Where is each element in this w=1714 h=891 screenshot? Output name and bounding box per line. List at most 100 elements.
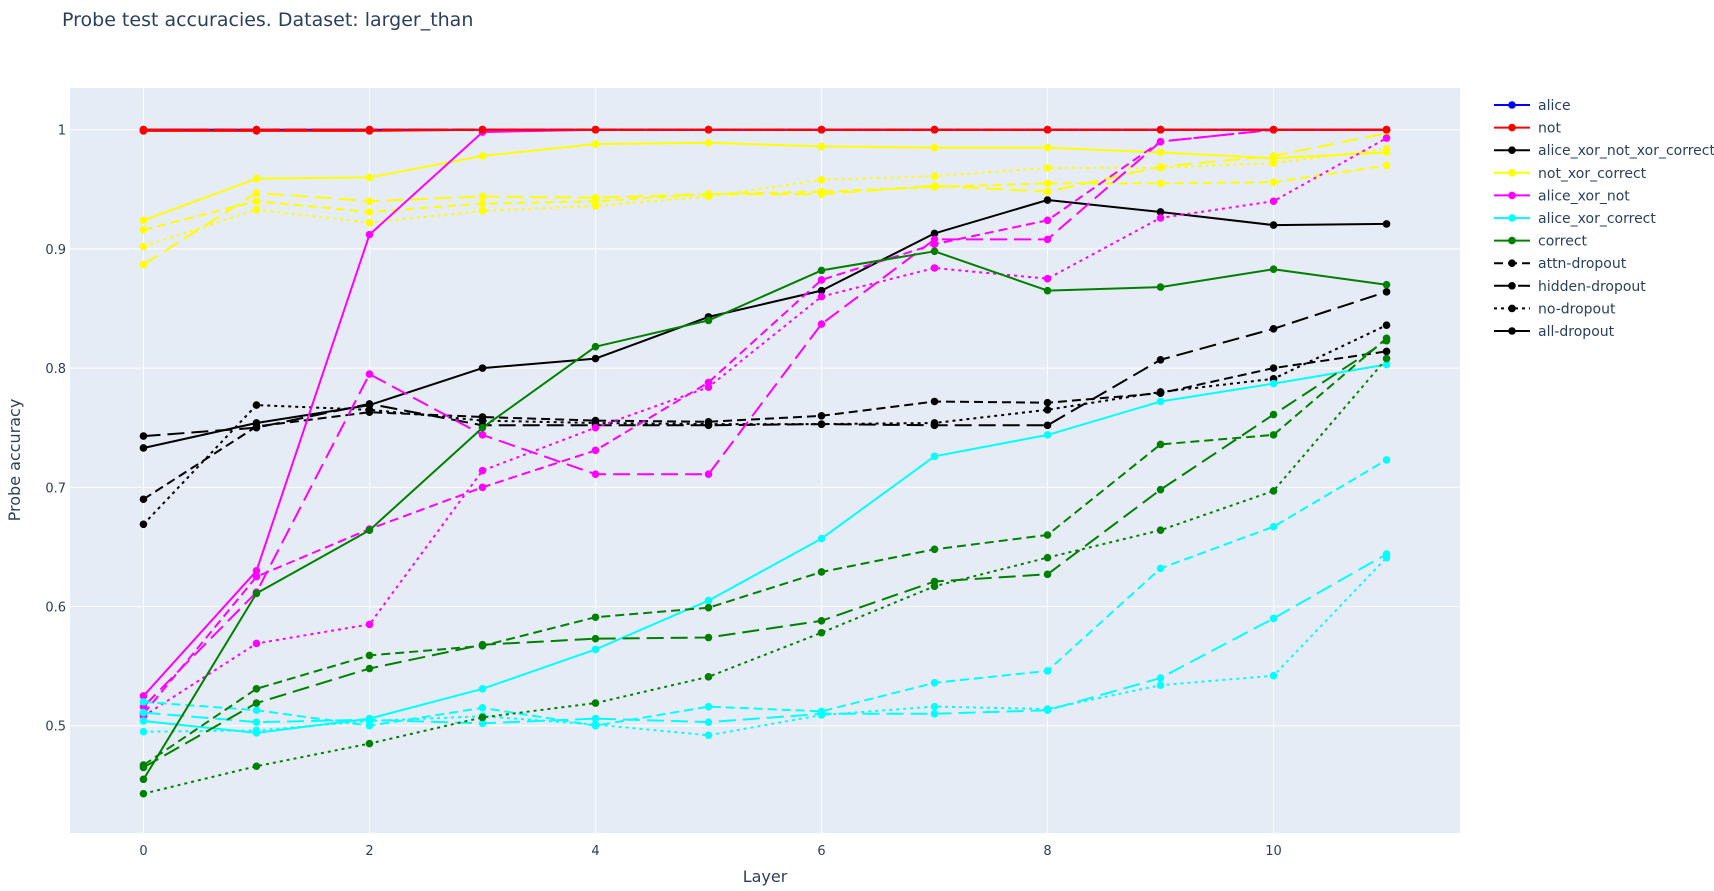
data-point [704, 731, 713, 740]
data-point [1156, 674, 1165, 682]
data-point [1382, 321, 1391, 330]
chart-title: Probe test accuracies. Dataset: larger_t… [62, 9, 473, 31]
series-not-all-dropout [139, 125, 1391, 135]
series-line [142, 350, 1387, 501]
data-point [1043, 125, 1052, 134]
data-point [591, 470, 600, 479]
data-point [930, 143, 939, 152]
data-point [478, 684, 487, 693]
data-point [478, 206, 487, 215]
data-point [252, 762, 261, 771]
data-point [139, 717, 148, 725]
legend-label: all-dropout [1538, 324, 1615, 340]
legend-item: correct [1494, 234, 1588, 250]
legend-swatch-marker [1508, 304, 1516, 313]
data-point [591, 714, 600, 723]
series-line [142, 324, 1387, 525]
data-point [704, 125, 713, 134]
data-point [1269, 379, 1278, 388]
data-point [930, 264, 939, 272]
legend-item: alice_xor_correct [1494, 211, 1656, 227]
data-point [478, 713, 487, 722]
data-point [139, 520, 148, 529]
data-point [1269, 221, 1278, 229]
data-point [817, 628, 826, 637]
legend-item: alice_xor_not [1494, 188, 1630, 204]
data-point [1043, 406, 1052, 414]
data-point [139, 708, 148, 717]
legend-swatch-marker [1508, 236, 1516, 245]
data-point [365, 208, 374, 216]
data-point [817, 292, 826, 301]
y-tick-label: 0.6 [45, 601, 66, 616]
data-point [1269, 197, 1278, 206]
series-line [142, 128, 1387, 715]
data-point [1156, 526, 1165, 535]
data-point [1043, 216, 1052, 225]
data-point [930, 679, 939, 687]
data-point [252, 718, 261, 726]
data-point [1269, 522, 1278, 531]
data-point [252, 189, 261, 197]
x-tick-label: 10 [1265, 844, 1282, 859]
data-point [252, 639, 261, 648]
data-point [1269, 671, 1278, 680]
legend-label: alice_xor_not_xor_correct [1538, 143, 1714, 159]
data-point [1156, 283, 1165, 291]
data-point [139, 727, 148, 736]
series-line [143, 363, 1387, 734]
data-point [478, 416, 487, 425]
data-point [1156, 397, 1165, 406]
data-point [817, 190, 826, 198]
data-point [591, 446, 600, 455]
data-point [252, 566, 261, 575]
data-point [930, 229, 939, 238]
legend-item: alice_xor_not_xor_correct [1494, 143, 1714, 159]
legend-swatch-marker [1508, 101, 1516, 109]
data-point [365, 620, 374, 629]
legend-item: not_xor_correct [1494, 166, 1647, 182]
data-point [930, 419, 939, 427]
y-tick-label: 0.8 [45, 362, 66, 377]
data-point [139, 260, 148, 269]
data-point [365, 526, 374, 535]
data-point [139, 698, 148, 706]
data-point [252, 174, 261, 183]
data-point [1156, 214, 1165, 222]
data-point [478, 199, 487, 208]
data-point [817, 534, 826, 543]
data-point [139, 789, 148, 798]
legend-swatch-marker [1508, 282, 1516, 290]
data-point [817, 617, 826, 625]
data-point [591, 140, 600, 148]
data-point [1043, 431, 1052, 439]
series-line [142, 337, 1388, 766]
data-point [1382, 553, 1391, 562]
data-point [591, 423, 600, 432]
legend-label: alice_xor_correct [1538, 211, 1656, 227]
data-point [365, 664, 374, 673]
data-point [365, 197, 374, 206]
data-point [930, 181, 939, 190]
data-point [930, 235, 939, 244]
legend-item: alice [1494, 98, 1571, 114]
data-point [1156, 208, 1165, 216]
data-point [365, 714, 374, 723]
series-line [143, 199, 1387, 449]
data-point [1269, 410, 1278, 419]
data-point [365, 218, 374, 227]
data-point [478, 152, 487, 160]
legend-item: no-dropout [1494, 301, 1616, 317]
data-point [252, 706, 261, 715]
data-point [817, 286, 826, 295]
legend-label: no-dropout [1538, 301, 1616, 317]
series-line [143, 556, 1388, 737]
series-layer [139, 125, 1391, 798]
data-point [1156, 355, 1165, 364]
data-point [930, 247, 939, 256]
data-point [930, 582, 939, 591]
data-point [139, 763, 148, 772]
legend: alice not alice_xor_not_xor_correct not_xor… [1494, 98, 1714, 340]
data-point [1043, 570, 1052, 579]
